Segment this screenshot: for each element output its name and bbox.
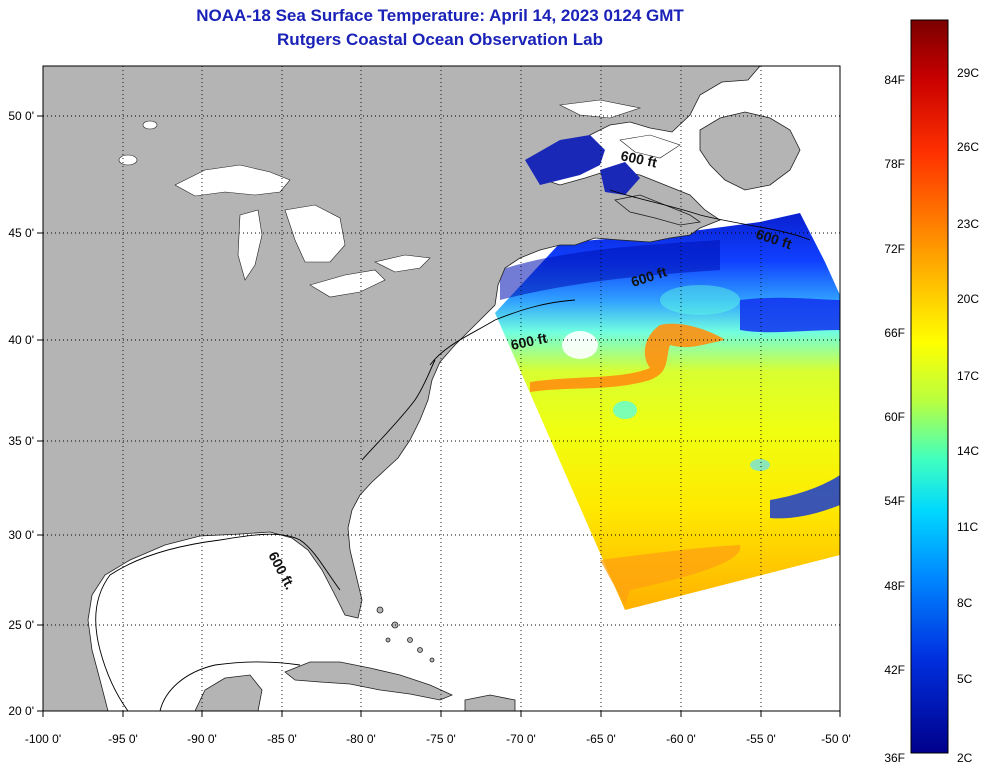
isobath-label-1: 600 ft (619, 147, 658, 170)
map-subtitle: Rutgers Coastal Ocean Observation Lab (277, 30, 603, 49)
graticule (43, 66, 840, 711)
lat-tick-label: 40 0' (8, 333, 34, 347)
lat-tick-label: 45 0' (8, 226, 34, 240)
lat-tick-label: 20 0' (8, 704, 34, 718)
land (43, 66, 801, 711)
colorbar-c-label: 2C (957, 751, 973, 765)
lat-tick-label: 50 0' (8, 109, 34, 123)
colorbar-f-label: 84F (884, 73, 905, 87)
isobath-contours (95, 189, 811, 711)
axis-ticks (37, 115, 841, 717)
colorbar-c-label: 26C (957, 140, 979, 154)
colorbar-c-label: 14C (957, 444, 979, 458)
lon-tick-label: -65 0' (586, 732, 616, 746)
colorbar-c-label: 23C (957, 217, 979, 231)
colorbar-f-label: 66F (884, 326, 905, 340)
lon-tick-label: -90 0' (187, 732, 217, 746)
isobath-label-4: 600 ft (509, 330, 548, 353)
colorbar-c-label: 17C (957, 369, 979, 383)
lakes (118, 99, 681, 298)
colorbar-f-label: 78F (884, 157, 905, 171)
colorbar (910, 19, 949, 754)
sst-swath (495, 213, 840, 610)
colorbar-c-label: 5C (957, 672, 973, 686)
gulf-sst (600, 162, 640, 195)
lat-tick-label: 25 0' (8, 618, 34, 632)
lon-tick-label: -75 0' (426, 732, 456, 746)
colorbar-f-label: 48F (884, 579, 905, 593)
colorbar-c-label: 29C (957, 66, 979, 80)
colorbar-f-label: 42F (884, 663, 905, 677)
lon-tick-label: -50 0' (821, 732, 851, 746)
lon-tick-label: -85 0' (267, 732, 297, 746)
lon-tick-label: -60 0' (666, 732, 696, 746)
lon-tick-label: -100 0' (25, 732, 61, 746)
st-lawrence-sst (525, 135, 605, 185)
colorbar-f-label: 54F (884, 494, 905, 508)
lon-tick-label: -55 0' (746, 732, 776, 746)
colorbar-f-label: 36F (884, 751, 905, 765)
lat-tick-label: 30 0' (8, 528, 34, 542)
lon-tick-label: -80 0' (346, 732, 376, 746)
colorbar-c-label: 8C (957, 596, 973, 610)
lat-tick-label: 35 0' (8, 434, 34, 448)
lon-tick-label: -70 0' (506, 732, 536, 746)
map-title: NOAA-18 Sea Surface Temperature: April 1… (196, 6, 684, 25)
colorbar-f-label: 60F (884, 410, 905, 424)
colorbar-c-label: 20C (957, 292, 979, 306)
lon-tick-label: -95 0' (108, 732, 138, 746)
colorbar-f-label: 72F (884, 242, 905, 256)
colorbar-c-label: 11C (957, 520, 978, 534)
